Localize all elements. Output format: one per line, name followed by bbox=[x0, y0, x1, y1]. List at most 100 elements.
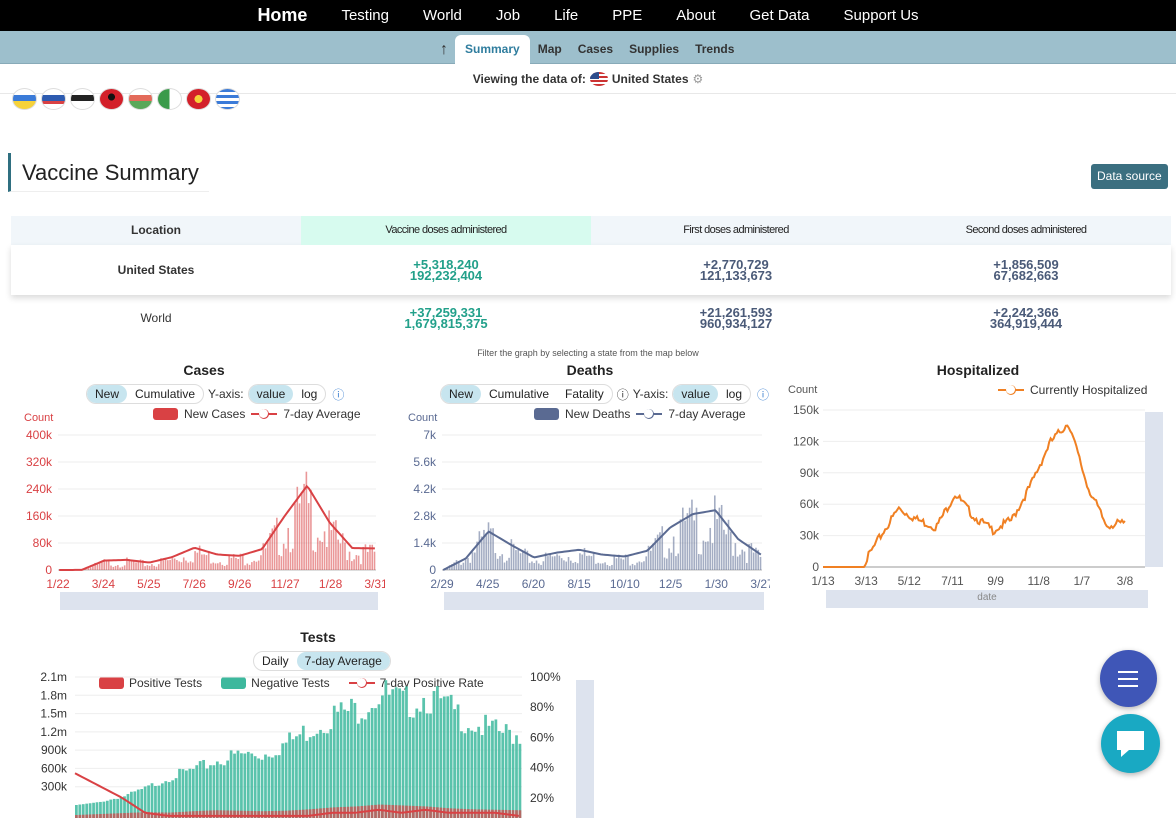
nav-home[interactable]: Home bbox=[257, 5, 308, 25]
x-tick-label: 4/25 bbox=[476, 577, 500, 591]
deaths-new-option[interactable]: New bbox=[441, 385, 482, 403]
header-vaccine-doses[interactable]: Vaccine doses administered bbox=[301, 216, 591, 245]
deaths-chart[interactable]: Count 0 1.4k 2.8k 4.2k 5.6k 7k 2/29 4/25 6/20 8/15… bbox=[400, 410, 770, 615]
bar bbox=[522, 550, 524, 570]
bar-positive bbox=[109, 813, 113, 818]
flag-greece-icon[interactable] bbox=[215, 88, 240, 110]
cases-cumulative-option[interactable]: Cumulative bbox=[135, 387, 196, 401]
deaths-value-option[interactable]: value bbox=[673, 385, 719, 403]
deaths-cumulative-option[interactable]: Cumulative bbox=[489, 387, 550, 401]
tab-summary[interactable]: Summary bbox=[455, 35, 530, 64]
legend-swatch-average[interactable] bbox=[636, 408, 663, 420]
bar-positive bbox=[95, 814, 99, 818]
bar bbox=[89, 567, 92, 570]
bar bbox=[533, 563, 536, 570]
bar-negative bbox=[343, 709, 346, 818]
flag-vietnam-icon[interactable] bbox=[186, 88, 211, 110]
tab-trends[interactable]: Trends bbox=[695, 42, 735, 56]
bar-negative bbox=[356, 723, 360, 818]
cases-chart[interactable]: Count 0 80k 160k 240k 320k 400k 1/22 3/24 5/25 7/2… bbox=[20, 410, 385, 615]
header-second-doses[interactable]: Second doses administered bbox=[965, 224, 1087, 236]
flag-algeria-icon[interactable] bbox=[157, 88, 182, 110]
bar bbox=[332, 521, 335, 570]
bar bbox=[556, 554, 558, 570]
flag-croatia-icon[interactable] bbox=[41, 88, 66, 110]
bar bbox=[709, 527, 712, 570]
bar-negative bbox=[384, 680, 388, 818]
bar-negative bbox=[484, 714, 487, 818]
legend-swatch-new-cases[interactable] bbox=[153, 408, 178, 420]
tab-cases[interactable]: Cases bbox=[577, 42, 614, 56]
flag-albania-icon[interactable] bbox=[99, 88, 124, 110]
nav-get-data[interactable]: Get Data bbox=[749, 7, 810, 24]
nav-testing[interactable]: Testing bbox=[341, 7, 389, 24]
bar-positive bbox=[432, 807, 436, 818]
info-icon[interactable]: ⓘ bbox=[616, 387, 629, 402]
table-row[interactable]: United States +5,318,240 192,232,404 +2,7… bbox=[11, 245, 1171, 295]
gear-icon[interactable]: ⚙ bbox=[692, 71, 704, 86]
info-icon[interactable]: ⓘ bbox=[332, 387, 345, 402]
bar bbox=[453, 562, 456, 570]
tab-map[interactable]: Map bbox=[537, 42, 562, 56]
tests-7day-option[interactable]: 7-day Average bbox=[296, 652, 390, 670]
table-row[interactable]: World +37,259,331 1,679,815,375 +21,261,5… bbox=[11, 295, 1171, 340]
legend-negative-tests[interactable]: Negative Tests bbox=[251, 676, 330, 690]
bar bbox=[757, 549, 760, 570]
y-tick-label: 320k bbox=[26, 455, 53, 469]
bar-negative bbox=[415, 708, 419, 818]
y-tick-label: 5.6k bbox=[413, 455, 437, 469]
header-location[interactable]: Location bbox=[131, 223, 181, 237]
bar-negative bbox=[274, 755, 278, 818]
flag-ukraine-icon[interactable] bbox=[12, 88, 37, 110]
legend-7day-average[interactable]: 7-day Average bbox=[283, 407, 361, 421]
chat-button[interactable] bbox=[1101, 714, 1160, 773]
tests-daily-option[interactable]: Daily bbox=[262, 654, 289, 668]
legend-new-cases[interactable]: New Cases bbox=[184, 407, 246, 421]
deaths-fatality-option[interactable]: Fatality bbox=[565, 387, 604, 401]
flag-estonia-icon[interactable] bbox=[70, 88, 95, 110]
legend-new-deaths[interactable]: New Deaths bbox=[565, 407, 631, 421]
legend-swatch-rate[interactable] bbox=[348, 677, 375, 689]
data-source-button[interactable]: Data source bbox=[1091, 164, 1168, 189]
info-icon[interactable]: ⓘ bbox=[757, 387, 770, 402]
bar bbox=[98, 561, 101, 570]
legend-swatch-negative[interactable] bbox=[221, 677, 247, 689]
cases-log-option[interactable]: log bbox=[301, 387, 318, 401]
nav-life[interactable]: Life bbox=[554, 7, 579, 24]
bar bbox=[668, 548, 670, 570]
bar bbox=[549, 553, 552, 570]
bar-negative bbox=[136, 789, 140, 818]
nav-ppe[interactable]: PPE bbox=[612, 7, 643, 24]
legend-7day-average[interactable]: 7-day Average bbox=[668, 407, 746, 421]
deaths-log-option[interactable]: log bbox=[726, 387, 743, 401]
legend-swatch-hospitalized[interactable] bbox=[998, 384, 1024, 396]
hospitalized-chart[interactable]: Count 0 30k 60k 90k 120k 150k 1/13 3/13 5/12 7/11 9… bbox=[780, 380, 1170, 610]
legend-swatch-positive[interactable] bbox=[99, 677, 124, 689]
bar bbox=[512, 543, 515, 570]
legend-swatch-average[interactable] bbox=[251, 408, 278, 420]
tab-supplies[interactable]: Supplies bbox=[629, 42, 680, 56]
legend-swatch-new-deaths[interactable] bbox=[534, 408, 559, 420]
x-tick-label: 3/13 bbox=[854, 574, 878, 588]
bar bbox=[451, 564, 453, 570]
bar bbox=[328, 510, 330, 570]
menu-button[interactable] bbox=[1100, 650, 1157, 707]
scroll-top-arrow-icon[interactable]: ↑ bbox=[440, 40, 448, 58]
viewing-location[interactable]: United States bbox=[611, 71, 689, 86]
cases-value-option[interactable]: value bbox=[248, 385, 294, 403]
header-first-doses[interactable]: First doses administered bbox=[683, 224, 789, 236]
bar bbox=[517, 549, 520, 570]
cases-new-option[interactable]: New bbox=[87, 385, 128, 403]
nav-support-us[interactable]: Support Us bbox=[843, 7, 919, 24]
tests-chart[interactable]: 300k 600k 900k 1.2m 1.5m 1.8m 2.1m 20% 40% 60% 80%… bbox=[20, 665, 610, 818]
nav-world[interactable]: World bbox=[422, 7, 462, 24]
bar-negative bbox=[267, 756, 271, 818]
bar bbox=[727, 519, 730, 570]
legend-currently-hospitalized[interactable]: Currently Hospitalized bbox=[1030, 383, 1148, 397]
bar bbox=[151, 564, 153, 570]
nav-about[interactable]: About bbox=[676, 7, 716, 24]
bar-negative bbox=[298, 734, 302, 818]
legend-positive-tests[interactable]: Positive Tests bbox=[129, 676, 203, 690]
flag-hungary-icon[interactable] bbox=[128, 88, 153, 110]
nav-job[interactable]: Job bbox=[495, 7, 521, 24]
